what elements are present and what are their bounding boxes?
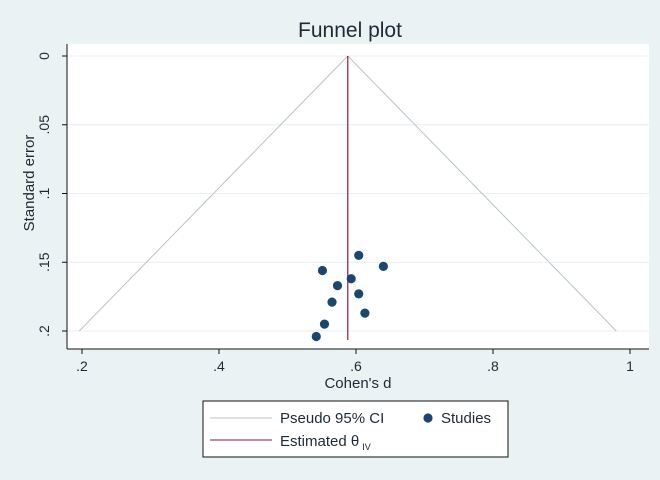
y-axis-label: Standard error [21, 135, 38, 232]
legend-estimate-label: Estimated θ IV [280, 433, 371, 452]
y-axis: 0 .05 .1 .15 .2 [36, 44, 68, 349]
study-point [354, 250, 364, 260]
study-point [311, 331, 321, 342]
chart-title: Funnel plot [298, 19, 402, 42]
legend-studies-marker [423, 413, 433, 423]
legend-box [202, 400, 509, 458]
plot-area [67, 44, 649, 349]
legend-estimate-subscript: IV [362, 442, 371, 452]
study-point [317, 265, 328, 276]
x-axis-label: Cohen's d [324, 375, 391, 392]
y-tick-label: .1 [36, 187, 52, 199]
y-tick-label: .05 [36, 115, 52, 135]
y-tick-label: .15 [36, 252, 52, 272]
ci-lower-line [78, 55, 349, 332]
legend-estimate-text: Estimated θ [280, 433, 359, 450]
gridlines [67, 55, 649, 332]
ci-upper-line [347, 55, 617, 332]
legend: Pseudo 95% CI Studies Estimated θ IV [202, 400, 509, 458]
study-point [378, 261, 388, 271]
pseudo-ci-funnel [78, 55, 617, 340]
legend-studies-label: Studies [441, 410, 491, 427]
study-point [346, 274, 356, 284]
x-tick-label: 1 [626, 358, 634, 374]
x-tick-label: .8 [487, 358, 499, 374]
y-tick-label: 0 [36, 52, 52, 60]
x-axis: .2 .4 .6 .8 1 [67, 348, 649, 374]
study-point [354, 289, 364, 299]
legend-ci-label: Pseudo 95% CI [280, 410, 384, 427]
study-points [311, 250, 388, 342]
x-tick-label: .6 [350, 358, 362, 374]
study-point [327, 297, 337, 307]
x-tick-label: .2 [76, 358, 88, 374]
x-tick-label: .4 [213, 358, 225, 374]
study-point [332, 281, 343, 291]
study-point [319, 319, 330, 329]
study-point [360, 308, 370, 318]
y-tick-label: .2 [36, 325, 52, 337]
